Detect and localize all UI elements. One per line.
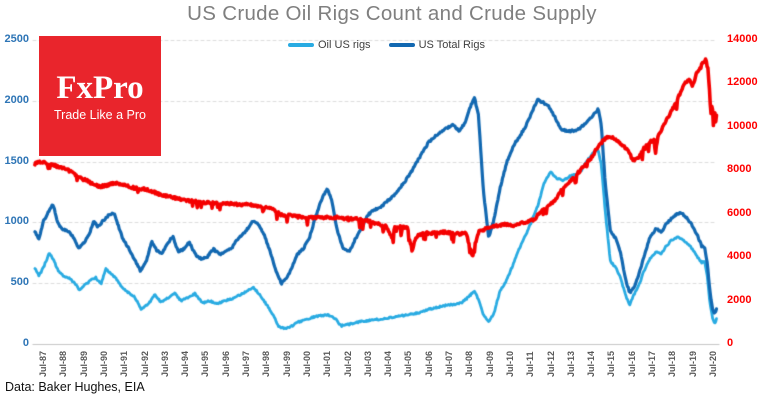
legend: Oil US rigs US Total Rigs (288, 39, 485, 51)
legend-item-us-total-rigs: US Total Rigs (388, 39, 485, 51)
y-axis-left-label: 2500 (4, 33, 29, 45)
x-axis-label: Jul-06 (423, 350, 434, 377)
x-axis-label: Jul-15 (606, 350, 617, 377)
y-axis-right-label: 6000 (727, 206, 752, 219)
y-axis-right-label: 0 (727, 337, 734, 349)
legend-item-oil-us-rigs: Oil US rigs (288, 39, 371, 51)
legend-label-oil-us-rigs: Oil US rigs (318, 39, 371, 51)
chart-title: US Crude Oil Rigs Count and Crude Supply (187, 2, 597, 25)
fxpro-logo-wordmark: FxPro (56, 69, 144, 106)
x-axis-label: Jul-94 (180, 350, 191, 377)
x-axis-label: Jul-18 (667, 350, 678, 377)
x-axis-label: Jul-16 (626, 350, 637, 377)
x-axis-label: Jul-98 (261, 350, 272, 377)
fxpro-logo: FxPro Trade Like a Pro (39, 36, 161, 156)
x-axis-label: Jul-95 (200, 350, 211, 377)
y-axis-right-label: 10000 (727, 119, 758, 132)
legend-swatch-us-total-rigs (388, 43, 415, 47)
x-axis-label: Jul-20 (707, 350, 718, 377)
x-axis-label: Jul-91 (119, 350, 130, 377)
x-axis-label: Jul-19 (687, 350, 698, 377)
x-axis-label: Jul-00 (301, 350, 312, 377)
y-axis-right-label: 2000 (727, 293, 752, 306)
x-axis-label: Jul-01 (322, 350, 333, 377)
legend-swatch-oil-us-rigs (288, 43, 314, 47)
y-axis-right-label: 14000 (727, 33, 758, 45)
y-axis-left-label: 1500 (4, 154, 29, 167)
x-axis-label: Jul-13 (565, 350, 576, 377)
x-axis-label: Jul-14 (586, 350, 597, 377)
y-axis-left-label: 0 (22, 337, 29, 349)
x-axis-label: Jul-09 (484, 350, 495, 377)
x-axis-label: Jul-02 (342, 350, 353, 377)
x-axis-label: Jul-89 (78, 350, 89, 377)
x-axis-label: Jul-88 (58, 350, 69, 377)
x-axis-label: Jul-17 (647, 350, 657, 377)
source-note: Data: Baker Hughes, EIA (5, 380, 145, 394)
x-axis-label: Jul-93 (159, 350, 170, 377)
x-axis-label: Jul-96 (220, 350, 231, 377)
y-axis-left-label: 1000 (4, 215, 29, 228)
y-axis-left-label: 2000 (4, 93, 29, 106)
x-axis-label: Jul-07 (444, 350, 454, 377)
y-axis-right-label: 8000 (727, 163, 752, 176)
y-axis-right-label: 4000 (727, 250, 752, 263)
x-axis-label: Jul-97 (241, 350, 251, 377)
fxpro-logo-tagline: Trade Like a Pro (54, 107, 146, 122)
legend-label-us-total-rigs: US Total Rigs (418, 39, 485, 51)
y-axis-left-label: 500 (10, 276, 29, 289)
x-axis-label: Jul-03 (362, 350, 373, 377)
x-axis-label: Jul-90 (98, 350, 109, 377)
x-axis-label: Jul-10 (504, 350, 515, 377)
x-axis-label: Jul-05 (403, 350, 414, 377)
x-axis-label: Jul-08 (464, 350, 475, 377)
y-axis-right-label: 12000 (727, 76, 758, 89)
x-axis-label: Jul-04 (383, 350, 394, 377)
x-axis-label: Jul-92 (139, 350, 150, 377)
x-axis-label: Jul-99 (281, 350, 292, 377)
x-axis-label: Jul-87 (38, 350, 48, 377)
x-axis-label: Jul-11 (525, 351, 536, 377)
x-axis-label: Jul-12 (545, 350, 556, 377)
